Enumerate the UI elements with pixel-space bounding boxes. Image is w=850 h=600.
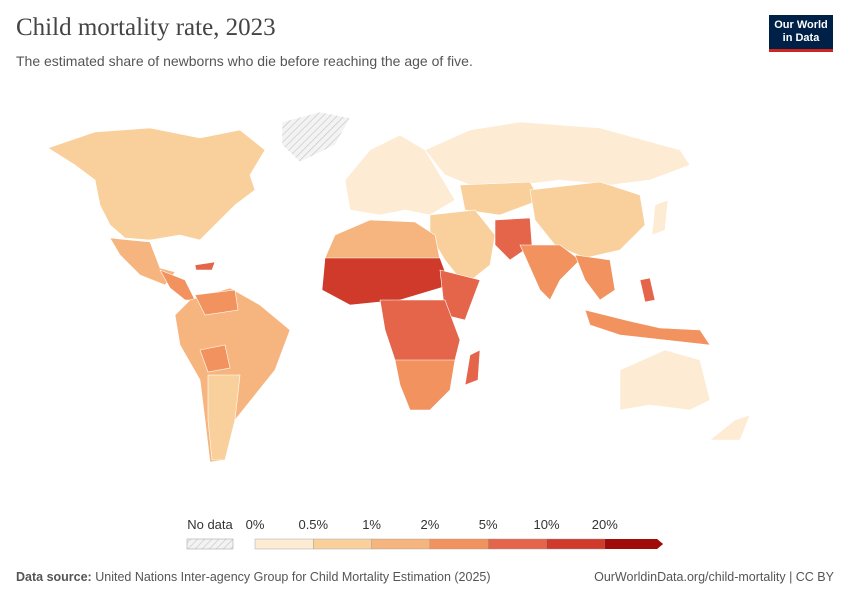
logo-line: Our World xyxy=(774,19,828,31)
legend-tick-label: 10% xyxy=(533,517,559,532)
legend-swatch[interactable] xyxy=(604,539,664,549)
southeast-asia[interactable] xyxy=(574,254,616,301)
legend-swatch[interactable] xyxy=(254,538,314,550)
no-data-swatch[interactable] xyxy=(186,538,234,550)
title: Child mortality rate, 2023 xyxy=(16,14,276,41)
caribbean[interactable] xyxy=(194,261,216,271)
subtitle: The estimated share of newborns who die … xyxy=(16,53,473,69)
color-scale: 0% 0.5% 1% 2% 5% 10% 20% xyxy=(246,517,664,550)
legend-tick-label: 1% xyxy=(362,517,381,532)
logo[interactable]: Our World in Data xyxy=(769,15,833,52)
legend-tick-label: 2% xyxy=(421,517,440,532)
legend-tick-label: 20% xyxy=(592,517,618,532)
footer: Data source: United Nations Inter-agency… xyxy=(16,570,834,584)
southern-cone[interactable] xyxy=(207,374,241,461)
legend-swatch[interactable] xyxy=(546,538,605,550)
russia-north-asia[interactable] xyxy=(424,121,691,186)
europe[interactable] xyxy=(344,134,456,216)
logo-line: in Data xyxy=(782,32,820,44)
greenland[interactable] xyxy=(281,111,351,163)
legend-swatch[interactable] xyxy=(371,538,431,550)
legend-tick-label: 0% xyxy=(246,517,265,532)
legend-tick-label: 0.5% xyxy=(298,517,328,532)
no-data-label: No data xyxy=(187,517,233,532)
indonesia[interactable] xyxy=(584,309,711,346)
north-america[interactable] xyxy=(47,127,266,241)
legend-tick-label: 5% xyxy=(479,517,498,532)
madagascar[interactable] xyxy=(464,349,481,386)
legend-swatch[interactable] xyxy=(429,538,489,550)
sahel[interactable] xyxy=(321,257,451,306)
url[interactable]: OurWorldinData.org/child-mortality | CC … xyxy=(594,570,834,584)
central-africa[interactable] xyxy=(379,299,461,371)
japan[interactable] xyxy=(651,199,669,236)
source: United Nations Inter-agency Group for Ch… xyxy=(95,570,491,584)
bolivia[interactable] xyxy=(199,344,231,373)
world-map xyxy=(47,111,751,463)
source-label: Data source: xyxy=(16,570,92,584)
china[interactable] xyxy=(529,181,646,259)
legend-swatch[interactable] xyxy=(313,538,372,550)
north-africa[interactable] xyxy=(324,219,441,263)
new-zealand[interactable] xyxy=(709,414,751,441)
southern-africa[interactable] xyxy=(394,359,456,411)
india[interactable] xyxy=(519,244,581,301)
central-asia[interactable] xyxy=(459,181,541,216)
legend: No data 0% 0.5% 1% 2% 5% 10% 20% xyxy=(186,517,664,550)
venezuela[interactable] xyxy=(194,289,239,316)
legend-swatch[interactable] xyxy=(488,538,547,550)
australia[interactable] xyxy=(619,349,711,411)
philippines[interactable] xyxy=(639,277,656,303)
